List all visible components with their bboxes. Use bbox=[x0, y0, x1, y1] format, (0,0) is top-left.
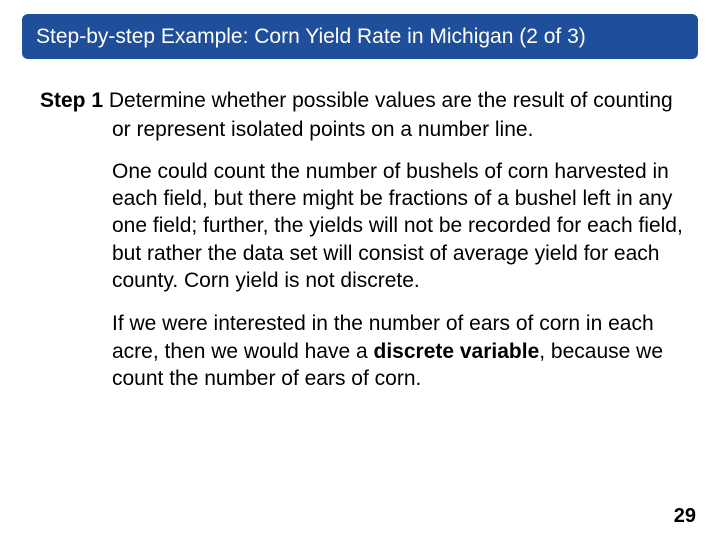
page-number: 29 bbox=[674, 505, 696, 528]
step-label: Step 1 bbox=[40, 89, 103, 112]
paragraph-2: If we were interested in the number of e… bbox=[112, 310, 684, 392]
paragraph-1: One could count the number of bushels of… bbox=[112, 158, 684, 294]
paragraph-2-bold: discrete variable bbox=[374, 340, 540, 363]
slide: Step-by-step Example: Corn Yield Rate in… bbox=[0, 0, 720, 540]
slide-title: Step-by-step Example: Corn Yield Rate in… bbox=[36, 24, 684, 49]
step-line: Step 1 Determine whether possible values… bbox=[40, 87, 684, 144]
slide-body: Step 1 Determine whether possible values… bbox=[22, 87, 698, 392]
step-instruction: Determine whether possible values are th… bbox=[109, 89, 673, 140]
title-bar: Step-by-step Example: Corn Yield Rate in… bbox=[22, 14, 698, 59]
